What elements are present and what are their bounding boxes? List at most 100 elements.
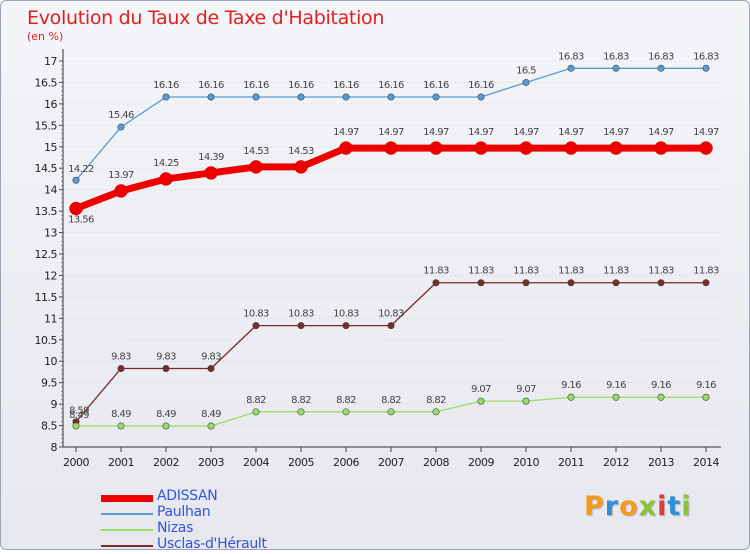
x-tick-label: 2003: [198, 456, 224, 469]
data-point: [69, 201, 83, 216]
x-tick-label: 2002: [153, 456, 179, 469]
data-label: 14.97: [423, 127, 449, 138]
data-label: 14.39: [198, 152, 224, 163]
logo-letter: r: [604, 491, 620, 522]
data-label: 14.97: [468, 127, 494, 138]
data-point: [252, 322, 260, 330]
data-label: 9.16: [606, 380, 626, 391]
x-tick-label: 2008: [423, 456, 449, 469]
x-tick-label: 2007: [378, 456, 404, 469]
x-tick-label: 2004: [243, 456, 269, 469]
data-label: 13.97: [108, 170, 134, 181]
data-label: 9.83: [156, 352, 176, 363]
legend-swatch: [101, 495, 153, 502]
data-point: [252, 93, 260, 101]
logo-letter: P: [584, 491, 605, 522]
data-point: [567, 393, 575, 401]
y-tick-label: 16: [44, 98, 57, 111]
data-point: [159, 172, 173, 186]
data-point: [564, 141, 578, 155]
data-point: [477, 93, 485, 101]
data-label: 16.83: [558, 51, 584, 62]
data-label: 11.83: [558, 266, 584, 277]
y-tick-label: 14: [44, 184, 57, 197]
data-point: [612, 393, 620, 401]
data-point: [522, 397, 530, 405]
y-tick-label: 13.5: [35, 205, 58, 218]
y-tick-label: 16.5: [35, 76, 58, 89]
y-tick-label: 10: [44, 355, 57, 368]
data-label: 8.49: [201, 409, 221, 420]
data-point: [342, 408, 350, 416]
proxiti-logo: Proxiti: [584, 491, 692, 522]
y-tick-label: 8.5: [41, 420, 57, 433]
y-tick-label: 15: [44, 141, 57, 154]
data-point: [297, 322, 305, 330]
legend-label: ADISSAN: [157, 488, 218, 504]
data-label: 9.07: [516, 384, 536, 395]
data-point: [297, 408, 305, 416]
data-label: 14.97: [648, 127, 674, 138]
data-label: 16.16: [378, 80, 404, 91]
data-label: 14.97: [513, 127, 539, 138]
data-label: 10.83: [333, 309, 359, 320]
data-point: [522, 279, 530, 287]
logo-letter: i: [681, 491, 692, 522]
data-point: [657, 393, 665, 401]
data-label: 14.22: [68, 164, 94, 175]
data-point: [294, 160, 308, 174]
data-label: 10.83: [243, 309, 269, 320]
y-tick-label: 11: [44, 312, 57, 325]
data-point: [477, 397, 485, 405]
data-label: 9.07: [471, 384, 491, 395]
data-label: 14.97: [603, 127, 629, 138]
y-tick-label: 12.5: [35, 248, 58, 261]
data-point: [429, 141, 443, 155]
data-point: [162, 422, 170, 430]
data-label: 14.97: [378, 127, 404, 138]
data-label: 8.49: [156, 409, 176, 420]
legend-label: Paulhan: [157, 504, 211, 520]
logo-letter: x: [638, 491, 658, 522]
data-point: [339, 141, 353, 155]
data-label: 16.16: [468, 80, 494, 91]
data-point: [519, 141, 533, 155]
data-point: [657, 279, 665, 287]
data-label: 10.83: [378, 309, 404, 320]
x-tick-label: 2000: [63, 456, 89, 469]
data-label: 16.83: [648, 51, 674, 62]
data-label: 15.46: [108, 110, 134, 121]
x-tick-label: 2011: [558, 456, 584, 469]
data-point: [522, 78, 530, 86]
data-label: 16.5: [516, 65, 536, 76]
y-tick-label: 13: [44, 227, 57, 240]
data-label: 8.82: [246, 395, 266, 406]
chart-title: Evolution du Taux de Taxe d'Habitation: [27, 7, 385, 29]
x-tick-label: 2006: [333, 456, 359, 469]
y-tick-label: 15.5: [35, 119, 58, 132]
data-label: 11.83: [468, 266, 494, 277]
x-tick-label: 2013: [648, 456, 674, 469]
data-label: 16.16: [423, 80, 449, 91]
data-label: 11.83: [423, 266, 449, 277]
data-point: [342, 93, 350, 101]
data-point: [252, 408, 260, 416]
data-label: 9.16: [696, 380, 716, 391]
x-tick-label: 2014: [693, 456, 719, 469]
legend-label: Usclas-d'Hérault: [157, 536, 267, 552]
data-label: 16.83: [603, 51, 629, 62]
data-label: 9.16: [651, 380, 671, 391]
data-point: [702, 64, 710, 72]
data-label: 8.49: [69, 410, 89, 421]
data-label: 11.83: [693, 266, 719, 277]
y-tick-label: 11.5: [35, 291, 58, 304]
x-tick-label: 2012: [603, 456, 629, 469]
data-point: [117, 422, 125, 430]
data-point: [117, 123, 125, 131]
data-point: [702, 393, 710, 401]
data-label: 14.97: [558, 127, 584, 138]
data-label: 8.59: [69, 406, 89, 417]
data-point: [474, 141, 488, 155]
